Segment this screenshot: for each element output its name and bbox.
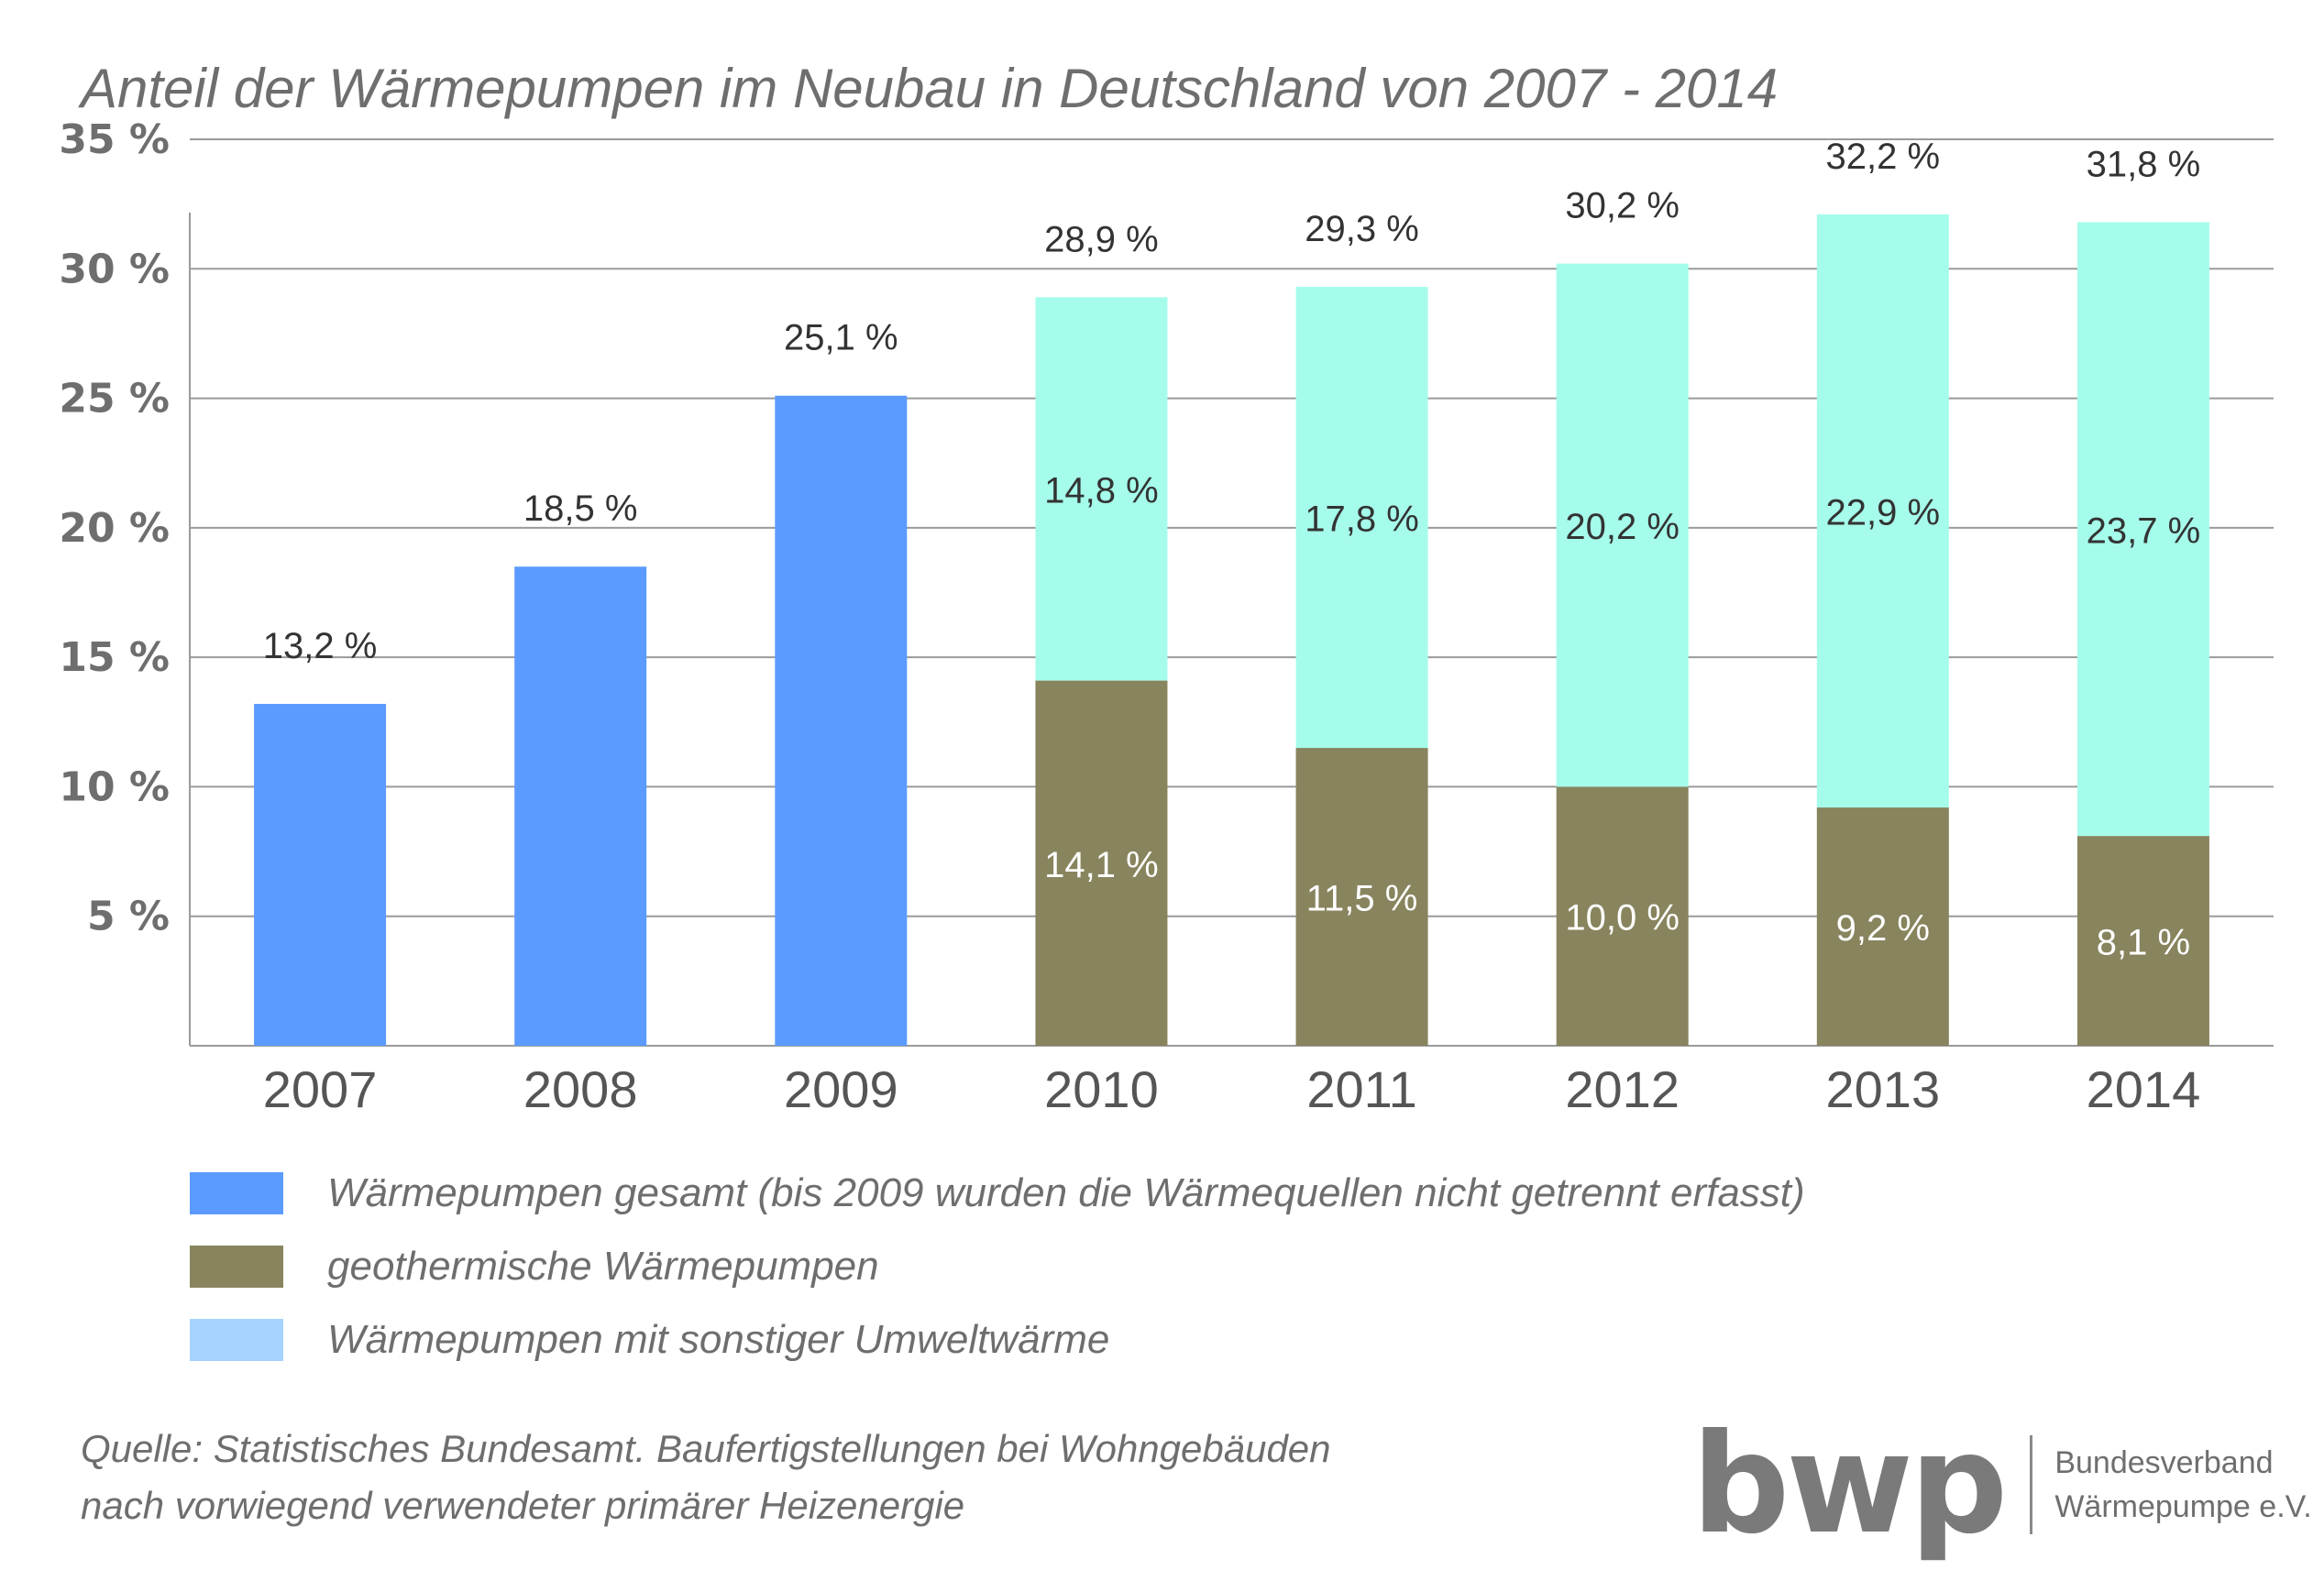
source-line-1: Quelle: Statistisches Bundesamt. Baufert… bbox=[81, 1427, 1331, 1470]
x-tick-label: 2007 bbox=[263, 1060, 378, 1118]
y-tick-label: 25 % bbox=[59, 376, 170, 423]
x-tick-label: 2013 bbox=[1826, 1060, 1941, 1118]
data-labels: 13,2 % 18,5 % 25,1 % 14,1 % 11,5 % 10,0 % 9,2 … bbox=[263, 137, 2200, 963]
bar-2009-s0 bbox=[775, 395, 908, 1046]
legend-label-total: Wärmepumpen gesamt (bis 2009 wurden die … bbox=[327, 1170, 1805, 1215]
legend-item-geothermal: geothermische Wärmepumpen bbox=[190, 1244, 879, 1290]
bar-2010-s2 bbox=[1035, 297, 1168, 681]
total-label: 29,3 % bbox=[1305, 209, 1419, 249]
bar-2012-s1 bbox=[1556, 786, 1689, 1046]
x-tick-label: 2010 bbox=[1044, 1060, 1159, 1118]
y-tick-label: 20 % bbox=[59, 505, 170, 552]
bar-2011-s2 bbox=[1295, 287, 1428, 749]
bar-2010-s1 bbox=[1035, 680, 1168, 1046]
axes: 5 % 10 % 15 % 20 % 25 % 30 % 35 % 2007 2008 2009 2… bbox=[59, 116, 2274, 1118]
bar-2014-s1 bbox=[2076, 836, 2209, 1046]
bar-2011-s1 bbox=[1295, 748, 1428, 1046]
total-label: 30,2 % bbox=[1565, 186, 1680, 226]
legend-swatch-geothermal bbox=[190, 1246, 283, 1288]
x-tick-label: 2012 bbox=[1565, 1060, 1680, 1118]
total-label: 31,8 % bbox=[2087, 144, 2201, 184]
legend-item-total: Wärmepumpen gesamt (bis 2009 wurden die … bbox=[190, 1170, 1805, 1216]
bwp-logo: bwp Bundesverband Wärmepumpe e.V. bbox=[1691, 1416, 2312, 1554]
data-label: 25,1 % bbox=[784, 318, 898, 358]
logo-text-line-2: Wärmepumpe e.V. bbox=[2054, 1489, 2312, 1524]
y-tick-label: 5 % bbox=[87, 894, 170, 940]
y-tick-label: 10 % bbox=[59, 763, 170, 810]
data-label: 17,8 % bbox=[1305, 500, 1419, 540]
data-label: 18,5 % bbox=[523, 489, 638, 529]
data-label: 14,8 % bbox=[1044, 470, 1159, 511]
legend-label-ambient: Wärmepumpen mit sonstiger Umweltwärme bbox=[327, 1317, 1110, 1362]
y-tick-label: 15 % bbox=[59, 634, 170, 681]
bar-2013-s2 bbox=[1816, 214, 1949, 808]
x-tick-label: 2014 bbox=[2087, 1060, 2201, 1118]
y-tick-label: 30 % bbox=[59, 246, 170, 292]
logo-divider bbox=[2030, 1435, 2033, 1534]
bar-2007-s0 bbox=[254, 704, 387, 1046]
data-label: 10,0 % bbox=[1565, 898, 1680, 939]
data-label: 13,2 % bbox=[263, 626, 378, 666]
grid-lines bbox=[190, 138, 2274, 917]
legend-item-ambient: Wärmepumpen mit sonstiger Umweltwärme bbox=[190, 1317, 1109, 1363]
x-tick-label: 2011 bbox=[1306, 1060, 1416, 1118]
data-label: 20,2 % bbox=[1565, 507, 1680, 547]
x-tick-label: 2008 bbox=[523, 1060, 638, 1118]
source-line-2: nach vorwiegend verwendeter primärer Hei… bbox=[81, 1484, 965, 1527]
logo-text-line-1: Bundesverband bbox=[2054, 1445, 2274, 1480]
data-label: 11,5 % bbox=[1306, 879, 1418, 919]
source-note: Quelle: Statistisches Bundesamt. Baufert… bbox=[81, 1421, 1331, 1534]
data-label: 8,1 % bbox=[2097, 923, 2190, 963]
data-label: 14,1 % bbox=[1044, 845, 1159, 885]
bar-2014-s2 bbox=[2076, 222, 2209, 837]
bar-2008-s0 bbox=[514, 566, 647, 1046]
data-label: 22,9 % bbox=[1826, 492, 1941, 532]
legend-swatch-total bbox=[190, 1172, 283, 1214]
data-label: 23,7 % bbox=[2087, 511, 2201, 551]
bars bbox=[254, 214, 2209, 1046]
legend-swatch-ambient bbox=[190, 1319, 283, 1361]
y-tick-label: 35 % bbox=[59, 116, 170, 163]
logo-mark: bwp bbox=[1691, 1405, 2008, 1565]
x-tick-label: 2009 bbox=[784, 1060, 898, 1118]
legend-label-geothermal: geothermische Wärmepumpen bbox=[327, 1244, 879, 1289]
total-label: 32,2 % bbox=[1826, 137, 1941, 177]
logo-text: Bundesverband Wärmepumpe e.V. bbox=[2054, 1441, 2311, 1529]
data-label: 9,2 % bbox=[1836, 908, 1930, 949]
chart-title: Anteil der Wärmepumpen im Neubau in Deut… bbox=[81, 58, 1779, 119]
bar-2013-s1 bbox=[1816, 807, 1949, 1046]
bar-2012-s2 bbox=[1556, 263, 1689, 787]
total-label: 28,9 % bbox=[1044, 219, 1159, 259]
